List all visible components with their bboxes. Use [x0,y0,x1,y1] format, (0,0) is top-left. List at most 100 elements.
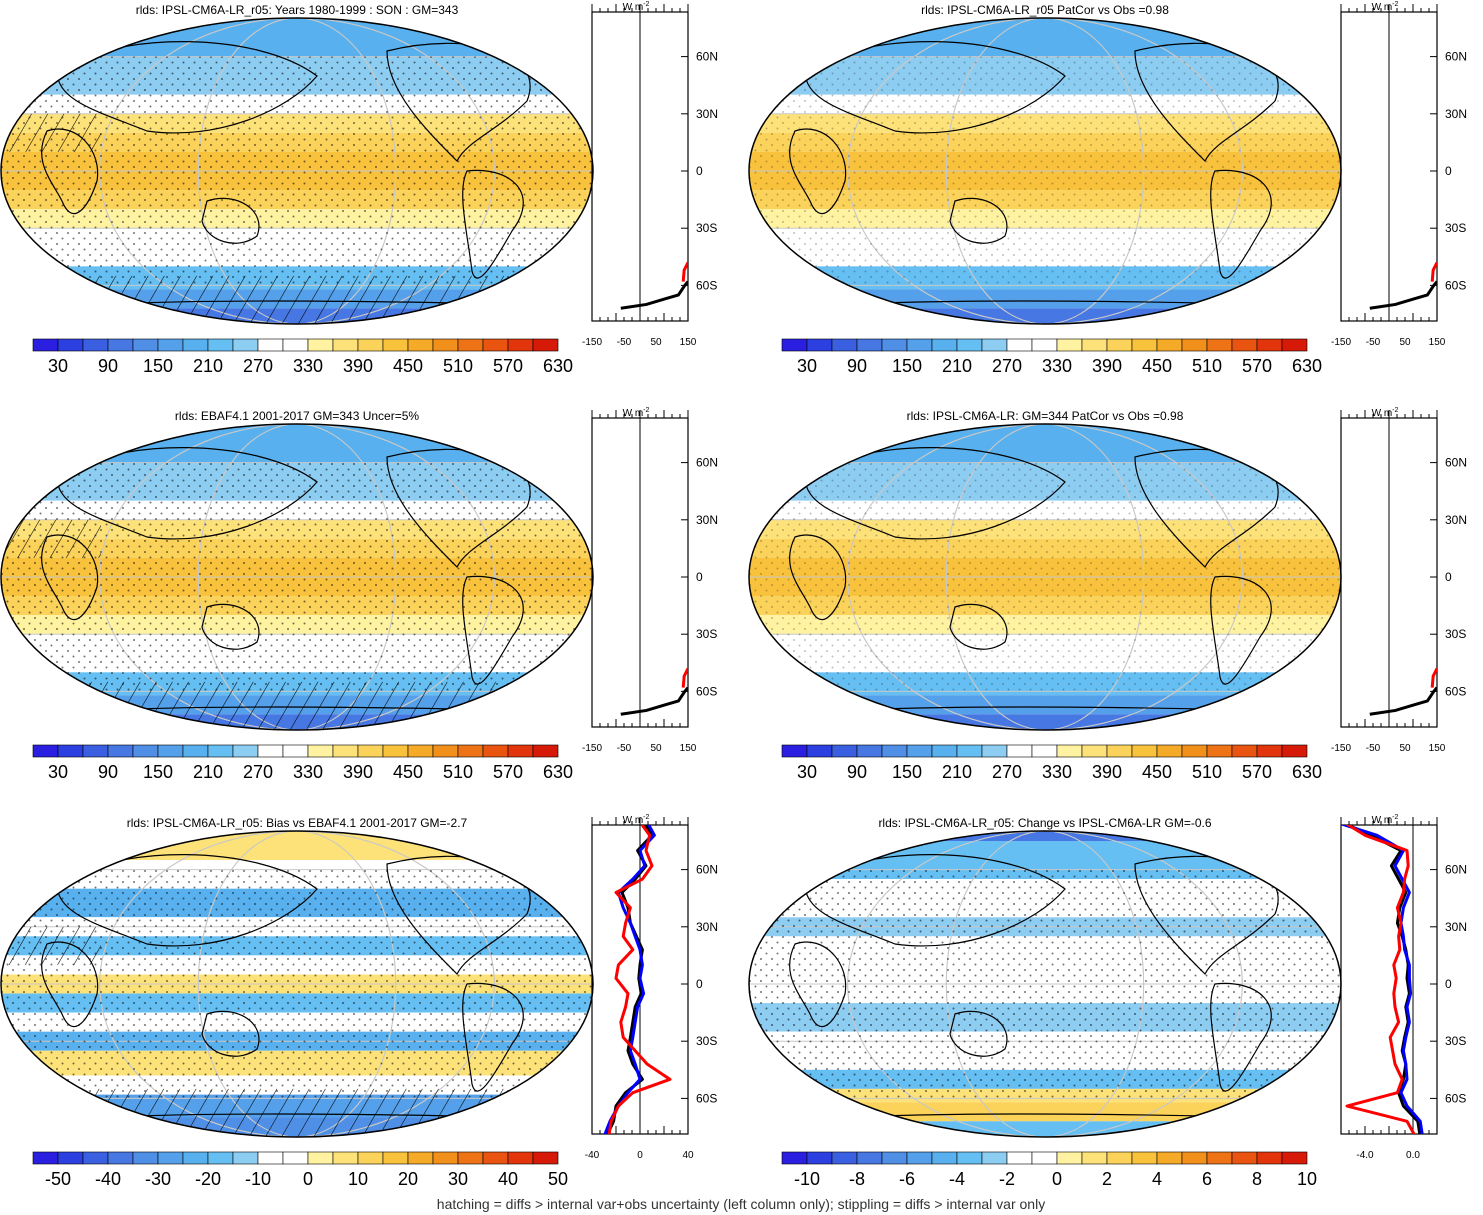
colorbar-tick-label: 2 [1102,1169,1112,1189]
colorbar: 30 90 150 210 270 330 390 450 510 570 630 [32,744,573,782]
colorbar-tick-label: 570 [493,762,523,782]
colorbar-swatch [981,338,1008,352]
zonal-lat-label: 60N [696,863,718,877]
zonal-units-label: W m-2 [1372,814,1399,826]
colorbar-swatch [856,744,883,758]
map-band [749,1121,1341,1137]
colorbar-swatch [831,1151,858,1165]
colorbar-swatch [357,338,384,352]
zonal-series-red [1345,825,1416,1134]
colorbar-swatch [1056,1151,1083,1165]
colorbar-swatch [32,338,59,352]
zonal-series-blue [1341,825,1424,1134]
zonal-lat-label: 60S [696,278,717,292]
zonal-lat-label: 60N [1445,50,1467,64]
zonal-series-red [1430,261,1437,282]
colorbar-swatch [806,1151,833,1165]
colorbar-swatch [432,744,459,758]
colorbar-tick-label: 6 [1202,1169,1212,1189]
colorbar-tick-label: -30 [145,1169,171,1189]
colorbar-swatch [1156,338,1183,352]
colorbar-swatch [507,1151,534,1165]
colorbar-swatch [432,338,459,352]
colorbar-tick-label: -50 [45,1169,71,1189]
colorbar-swatch [307,744,334,758]
zonal-lat-label: 60N [1445,863,1467,877]
colorbar-swatch [906,338,933,352]
panel-middle-right: rlds: IPSL-CM6A-LR: GM=344 PatCor vs Obs… [748,407,1467,782]
colorbar: 30 90 150 210 270 330 390 450 510 570 630 [781,744,1322,782]
colorbar-swatch [1031,1151,1058,1165]
colorbar-tick-label: 570 [1242,356,1272,376]
coastline [462,169,524,279]
colorbar-tick-label: 330 [293,356,323,376]
map-band [749,1102,1341,1122]
colorbar-swatch [1106,338,1133,352]
zonal-units-label: W m-2 [623,814,650,826]
colorbar-swatch [806,744,833,758]
map-field [1,18,593,324]
colorbar-tick-label: 210 [942,356,972,376]
zonal-x-tick-label: 0 [637,1150,643,1161]
colorbar-swatch [132,1151,159,1165]
zonal-lat-label: 60S [1445,1091,1466,1105]
colorbar-swatch [307,1151,334,1165]
colorbar-tick-label: 150 [143,762,173,782]
colorbar-tick-label: 270 [992,356,1022,376]
colorbar-swatch [1206,338,1233,352]
map-field [749,424,1341,730]
colorbar-tick-label: 10 [1297,1169,1317,1189]
coastline [804,447,1066,540]
colorbar-swatch [931,338,958,352]
coastline [201,1010,260,1057]
map-band [749,289,1341,309]
zonal-lat-label: 0 [696,164,703,178]
zonal-units-label: W m-2 [1372,1,1399,13]
colorbar-swatch [881,1151,908,1165]
coastline [789,534,847,621]
zonal-x-tick-label: 150 [1429,337,1446,348]
zonal-lat-label: 30N [1445,920,1467,934]
colorbar-tick-label: 450 [1142,762,1172,782]
colorbar-swatch [1056,744,1083,758]
colorbar-swatch [57,744,84,758]
map-field [749,18,1341,324]
colorbar-swatch [1131,1151,1158,1165]
colorbar-swatch [207,338,234,352]
colorbar-swatch [157,1151,184,1165]
colorbar-swatch [357,744,384,758]
colorbar-tick-label: 630 [1292,762,1322,782]
colorbar-swatch [357,1151,384,1165]
zonal-lat-label: 30S [696,221,717,235]
colorbar-tick-label: -40 [95,1169,121,1189]
coastline [949,1010,1008,1057]
colorbar-swatch [57,338,84,352]
colorbar-swatch [856,338,883,352]
colorbar-swatch [1006,338,1033,352]
colorbar-swatch [107,744,134,758]
map-band [749,308,1341,324]
stippling [1,462,593,692]
coastline [201,197,260,244]
colorbar-swatch [1106,1151,1133,1165]
coastline [1210,982,1272,1092]
colorbar-tick-label: 390 [343,762,373,782]
colorbar-tick-label: 150 [892,762,922,782]
colorbar-swatch [1206,744,1233,758]
map-outline [0,830,594,1138]
colorbar-swatch [831,338,858,352]
colorbar-swatch [906,1151,933,1165]
colorbar-tick-label: 10 [348,1169,368,1189]
colorbar-swatch [856,1151,883,1165]
colorbar-tick-label: -2 [999,1169,1015,1189]
colorbar-tick-label: 4 [1152,1169,1162,1189]
colorbar-tick-label: 510 [443,762,473,782]
colorbar-swatch [82,338,109,352]
colorbar-swatch [1206,1151,1233,1165]
colorbar-swatch [507,744,534,758]
stippling [749,462,1341,692]
zonal-lat-label: 30S [1445,221,1466,235]
colorbar-swatch [32,1151,59,1165]
colorbar-swatch [931,1151,958,1165]
colorbar-swatch [1106,744,1133,758]
